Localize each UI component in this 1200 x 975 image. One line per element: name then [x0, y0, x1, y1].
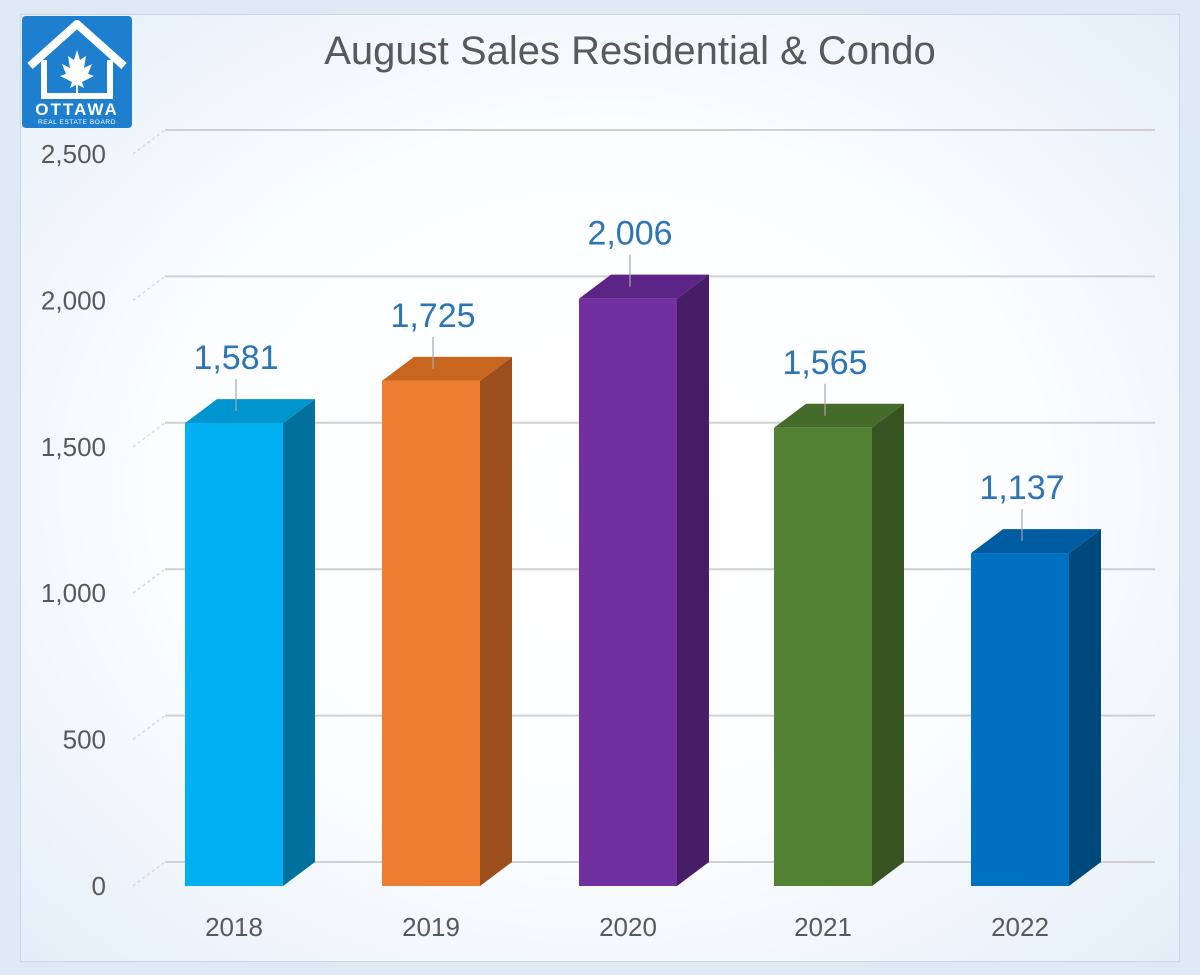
bar-front: [382, 380, 480, 886]
data-label: 2,006: [587, 215, 672, 253]
y-tick-label: 1,500: [41, 432, 106, 462]
bar-front: [579, 298, 677, 886]
bar-top: [971, 529, 1101, 554]
maple-leaf-house-icon: [27, 20, 127, 99]
data-label: 1,725: [390, 297, 475, 335]
x-tick-label: 2019: [402, 912, 460, 942]
bar-top: [579, 274, 709, 299]
x-tick-label: 2022: [991, 912, 1049, 942]
x-tick-label: 2021: [794, 912, 852, 942]
bar-side: [283, 399, 315, 886]
bar-top: [382, 356, 512, 381]
ottawa-real-estate-board-logo: OTTAWA REAL ESTATE BOARD: [22, 16, 132, 128]
gridline-depth: [132, 422, 166, 448]
x-axis-ticks: 2018 2019 2020 2021 2022: [205, 912, 1049, 942]
y-axis-ticks: 0 500 1,000 1,500 2,000 2,500: [41, 139, 106, 901]
chart-title: August Sales Residential & Condo: [324, 29, 935, 73]
data-label: 1,565: [782, 344, 867, 382]
bar-side: [872, 403, 904, 886]
bar-side: [677, 274, 709, 886]
bar-front: [185, 423, 283, 886]
data-label: 1,581: [193, 339, 278, 377]
y-tick-label: 2,500: [41, 139, 106, 169]
bar-front: [971, 553, 1069, 886]
y-tick-label: 500: [63, 725, 106, 755]
gridline-depth: [132, 275, 166, 301]
bar-top: [185, 399, 315, 424]
bar-side: [480, 356, 512, 886]
bars: [185, 274, 1101, 886]
bar-2021: [774, 403, 904, 886]
bar-2019: [382, 356, 512, 886]
y-tick-label: 0: [92, 871, 106, 901]
x-tick-label: 2018: [205, 912, 263, 942]
y-tick-label: 1,000: [41, 578, 106, 608]
gridline-depth: [132, 714, 166, 741]
gridline-depth: [132, 568, 166, 594]
gridline-depth: [132, 129, 166, 155]
data-label: 1,137: [979, 469, 1064, 507]
bar-top: [774, 403, 904, 428]
gridline-depth: [132, 861, 166, 887]
y-tick-label: 2,000: [41, 285, 106, 315]
bar-2020: [579, 274, 709, 886]
data-labels: 1,581 1,725 2,006 1,565 1,137: [193, 215, 1065, 542]
bar-side: [1069, 529, 1101, 886]
bar-front: [774, 427, 872, 886]
bar-2022: [971, 529, 1101, 886]
logo-subtitle: REAL ESTATE BOARD: [38, 119, 116, 126]
x-tick-label: 2020: [599, 912, 657, 942]
logo-wordmark: OTTAWA: [35, 100, 119, 119]
bar-2018: [185, 399, 315, 886]
